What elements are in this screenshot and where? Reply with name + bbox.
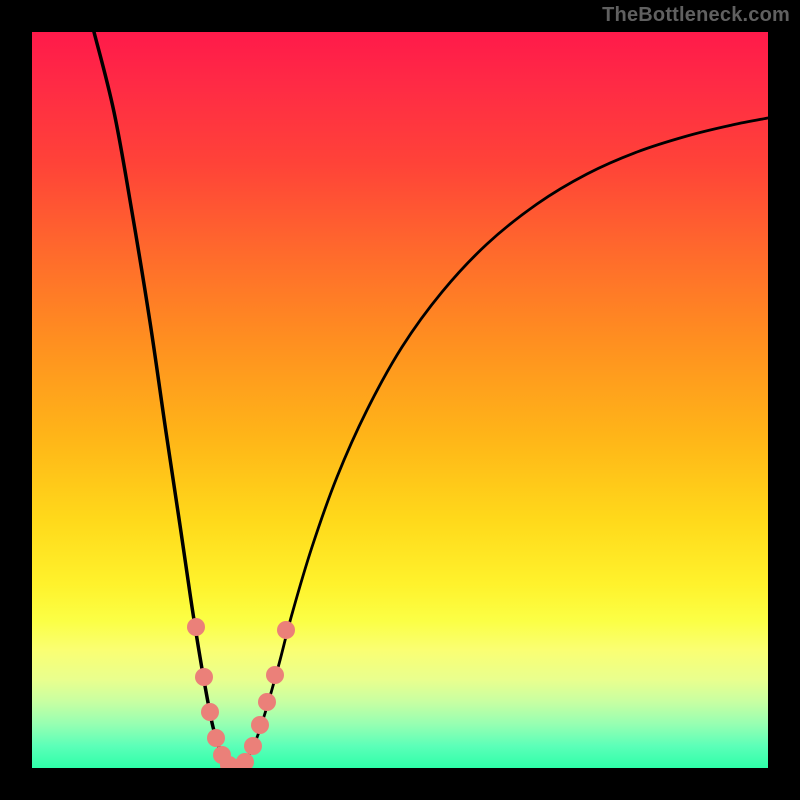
plot-area bbox=[32, 32, 768, 768]
marker-dot bbox=[266, 666, 284, 684]
marker-layer bbox=[32, 32, 768, 768]
chart-frame: TheBottleneck.com bbox=[0, 0, 800, 800]
marker-dot bbox=[201, 703, 219, 721]
marker-dot bbox=[187, 618, 205, 636]
marker-dot bbox=[251, 716, 269, 734]
marker-dot bbox=[195, 668, 213, 686]
marker-dot bbox=[277, 621, 295, 639]
marker-dot bbox=[236, 753, 254, 768]
marker-dot bbox=[244, 737, 262, 755]
marker-dot bbox=[258, 693, 276, 711]
watermark-label: TheBottleneck.com bbox=[602, 4, 790, 27]
marker-dot bbox=[207, 729, 225, 747]
